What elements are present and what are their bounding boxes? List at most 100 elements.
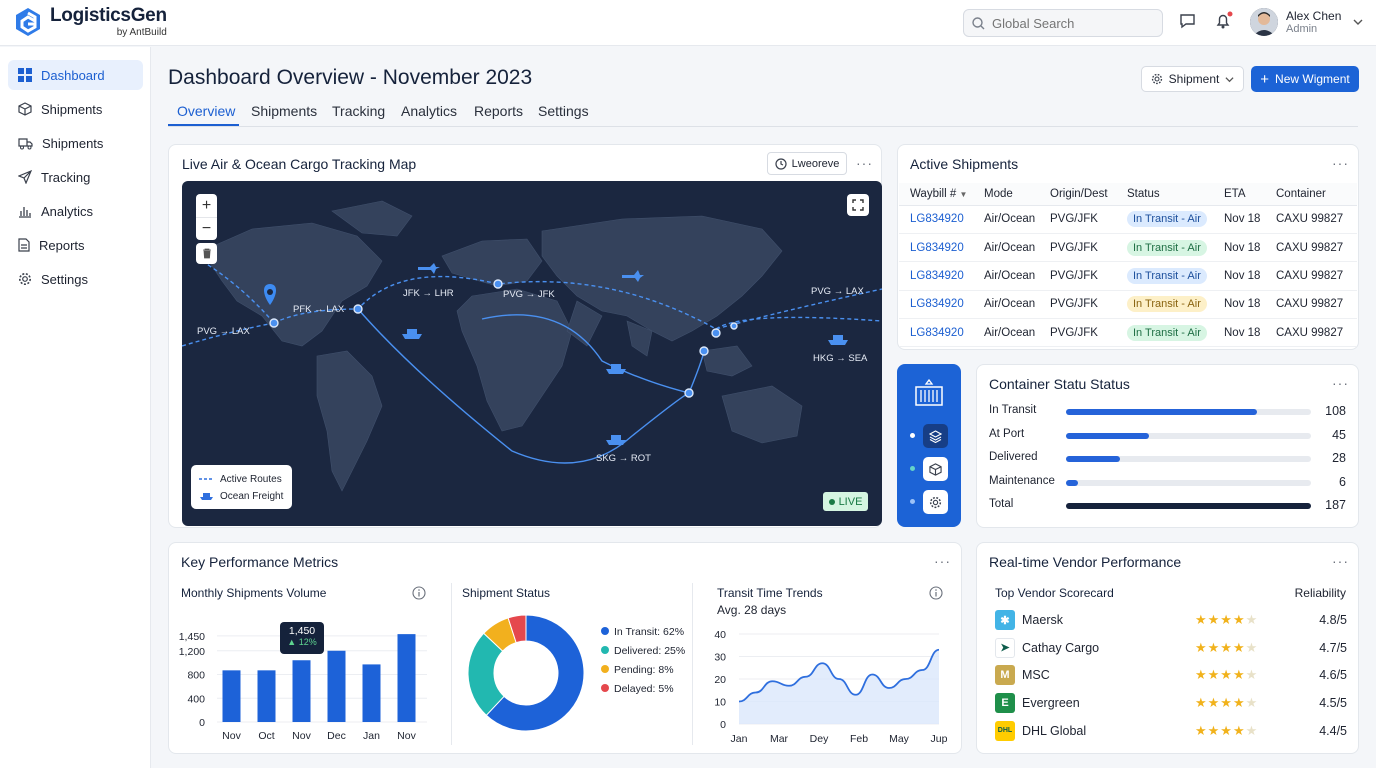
x-tick-label: May (889, 733, 910, 745)
box-icon (929, 462, 942, 476)
mode-cell: Air/Ocean (973, 233, 1039, 263)
table-row[interactable]: LG834920 Air/Ocean PVG/JFK In Transit - Air… (899, 233, 1357, 263)
waybill-link[interactable]: LG834920 (899, 205, 973, 234)
vendor-name: Evergreen (1022, 696, 1080, 711)
tab-shipments[interactable]: Shipments (251, 103, 318, 119)
y-tick-label: 1,450 (179, 631, 205, 643)
zoom-out-button[interactable]: − (196, 217, 217, 240)
reliability-header: Reliability (1294, 586, 1346, 600)
waybill-link[interactable]: LG834920 (899, 261, 973, 291)
waybill-link[interactable]: LG834920 (899, 290, 973, 320)
vendor-name: MSC (1022, 668, 1050, 683)
map-layer-button[interactable] (196, 243, 217, 264)
column-header[interactable]: Container (1265, 183, 1357, 206)
vendor-row[interactable]: DHL DHL Global ★★★★★ 4.4/5 (995, 720, 1347, 742)
table-row[interactable]: LG834920 Air/Ocean PVG/JFK In Transit - Air… (899, 261, 1357, 291)
status-bar-value: 45 (1332, 427, 1346, 442)
info-icon[interactable] (929, 586, 943, 600)
table-row[interactable]: LG834920 Air/Ocean PVG/JFK In Transit - Air… (899, 205, 1357, 234)
map-view-button[interactable]: Lweoreve (767, 152, 847, 175)
app-logo[interactable]: LogisticsGen by AntBuild (14, 6, 167, 38)
column-header[interactable]: Waybill # ▼ (899, 183, 973, 206)
search-input[interactable] (992, 15, 1152, 31)
vendor-row[interactable]: E Evergreen ★★★★★ 4.5/5 (995, 692, 1347, 714)
sidebar-item-shipments[interactable]: Shipments (8, 94, 143, 124)
waybill-link[interactable]: LG834920 (899, 233, 973, 263)
bell-icon[interactable] (1214, 11, 1234, 30)
vendor-row[interactable]: M MSC ★★★★★ 4.6/5 (995, 664, 1347, 686)
plus-icon: + (1260, 70, 1270, 88)
bar (222, 670, 241, 722)
fullscreen-button[interactable] (847, 194, 869, 216)
more-options-icon[interactable]: ··· (934, 553, 951, 569)
gear-icon (19, 273, 31, 285)
sidebar-item-settings[interactable]: Settings (8, 264, 143, 294)
container-icon (915, 379, 943, 406)
more-options-icon[interactable]: ··· (1332, 553, 1349, 569)
more-options-icon[interactable]: ··· (1332, 155, 1349, 171)
info-icon[interactable] (412, 586, 426, 600)
shipment-dropdown-label: Shipment (1168, 72, 1220, 86)
volume-tooltip: 1,450 ▲ 12% (280, 622, 324, 654)
column-header[interactable]: Origin/Dest (1039, 183, 1116, 206)
layers-icon (929, 429, 942, 443)
more-options-icon[interactable]: ··· (856, 155, 873, 171)
zoom-in-button[interactable]: + (201, 196, 212, 214)
tab-overview[interactable]: Overview (177, 103, 236, 119)
more-options-icon[interactable]: ··· (1332, 375, 1349, 391)
sidebar-item-shipments-2[interactable]: Shipments (8, 128, 143, 158)
sidebar: Dashboard Shipments Shipments Tracking A… (0, 47, 151, 768)
new-wigment-button[interactable]: + New Wigment (1251, 66, 1359, 92)
trend-line (738, 648, 940, 703)
tab-reports[interactable]: Reports (474, 103, 524, 119)
tracking-map[interactable]: PFK → LAX JFK → LHR PVG → JFK PVG → LAX … (182, 181, 882, 526)
truck-icon (18, 137, 33, 149)
global-search[interactable] (963, 9, 1163, 37)
sidebar-item-dashboard[interactable]: Dashboard (8, 60, 143, 90)
waybill-link[interactable]: LG834920 (899, 318, 973, 348)
tab-settings[interactable]: Settings (538, 103, 589, 119)
column-header[interactable]: Status (1116, 183, 1213, 206)
legend-label: Ocean Freight (220, 490, 284, 502)
vendor-row[interactable]: ➤ Cathay Cargo ★★★★★ 4.7/5 (995, 637, 1347, 659)
table-row[interactable]: LG834920 Air/Ocean PVG/JFK In Transit - Air… (899, 318, 1357, 348)
sidebar-item-reports[interactable]: Reports (8, 230, 143, 260)
x-tick-label: Dec (327, 730, 346, 742)
tab-analytics[interactable]: Analytics (401, 103, 458, 119)
shipment-dropdown[interactable]: Shipment (1141, 66, 1244, 92)
legend-dot (601, 684, 609, 692)
legend-dot (601, 646, 609, 654)
area-fill (739, 649, 939, 724)
chat-icon[interactable] (1179, 13, 1196, 29)
package-button[interactable] (923, 457, 948, 481)
column-header[interactable]: ETA (1213, 183, 1265, 206)
vendor-row[interactable]: ✱ Maersk ★★★★★ 4.8/5 (995, 609, 1347, 631)
y-tick-label: 20 (714, 674, 726, 686)
legend-label: Pending: 8% (614, 664, 674, 676)
container-cell: CAXU 99827 (1265, 261, 1357, 291)
vendor-logo-icon: M (995, 665, 1015, 686)
chevron-down-icon (1353, 19, 1363, 25)
sidebar-item-tracking[interactable]: Tracking (8, 162, 143, 192)
column-header[interactable]: Mode (973, 183, 1039, 206)
user-menu[interactable]: Alex Chen Admin (1250, 8, 1363, 36)
route-label: PVG → LAX (811, 286, 864, 297)
layers-button[interactable] (923, 424, 948, 448)
tab-tracking[interactable]: Tracking (332, 103, 386, 119)
sidebar-item-label: Dashboard (41, 67, 105, 83)
route-label: PVG → JFK (503, 289, 555, 300)
sidebar-item-analytics[interactable]: Analytics (8, 196, 143, 226)
map-legend: Active Routes Ocean Freight (191, 465, 292, 509)
settings-button[interactable] (923, 490, 948, 514)
rating-stars-icon: ★★★★★ (1195, 722, 1259, 738)
status-bar-fill (1066, 503, 1311, 509)
table-row[interactable]: LG834920 Air/Ocean PVG/JFK In Transit - Air… (899, 290, 1357, 320)
box-icon (18, 102, 32, 116)
clock-icon (775, 157, 787, 170)
rating-stars-icon: ★★★★★ (1195, 695, 1259, 711)
table-header-row: Waybill # ▼ Mode Origin/Dest Status ETA … (899, 183, 1357, 206)
live-badge: LIVE (823, 492, 868, 511)
tooltip-value: 1,450 (288, 625, 316, 637)
card-title: Live Air & Ocean Cargo Tracking Map (182, 156, 417, 172)
x-tick-label: Oct (258, 730, 274, 742)
